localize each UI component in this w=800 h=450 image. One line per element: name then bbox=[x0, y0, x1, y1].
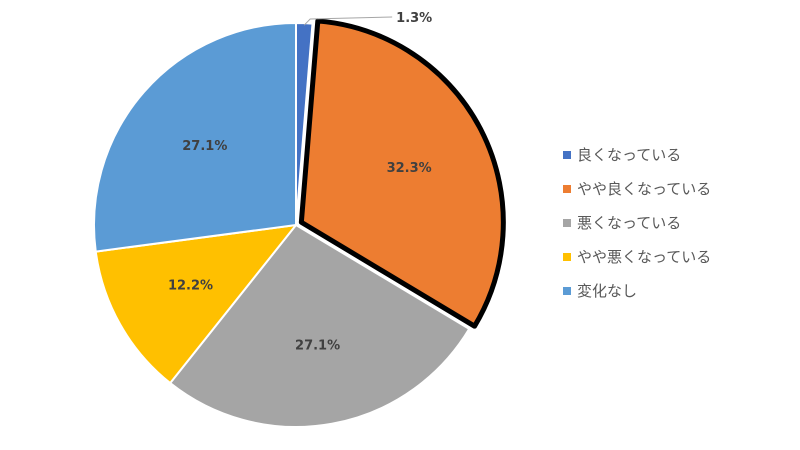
pie-slice-no-change bbox=[93, 22, 297, 253]
pie-slice-slightly-good bbox=[298, 18, 506, 329]
data-label-bad: 27.1% bbox=[295, 338, 340, 353]
leader-line-good bbox=[303, 16, 393, 26]
legend-swatch-no-change bbox=[563, 287, 571, 295]
pie-slices bbox=[93, 18, 506, 428]
legend-label-good: 良くなっている bbox=[577, 146, 681, 164]
legend-swatch-bad bbox=[563, 219, 571, 227]
legend-swatch-slightly-good bbox=[563, 185, 571, 193]
data-labels: 1.3% 32.3% 27.1% 12.2% 27.1% bbox=[168, 11, 432, 353]
legend-label-slightly-bad: やや悪くなっている bbox=[577, 248, 711, 266]
legend-label-no-change: 変化なし bbox=[577, 282, 637, 300]
data-label-no-change: 27.1% bbox=[182, 139, 227, 154]
legend-label-bad: 悪くなっている bbox=[577, 214, 681, 232]
legend-label-slightly-good: やや良くなっている bbox=[577, 180, 711, 198]
pie-slice-bad bbox=[169, 224, 471, 428]
data-label-slightly-good: 32.3% bbox=[387, 161, 432, 176]
pie-slice-slightly-bad bbox=[94, 224, 297, 385]
data-label-good: 1.3% bbox=[396, 11, 432, 26]
legend-swatch-good bbox=[563, 151, 571, 159]
legend-swatch-slightly-bad bbox=[563, 253, 571, 261]
data-label-slightly-bad: 12.2% bbox=[168, 279, 213, 294]
